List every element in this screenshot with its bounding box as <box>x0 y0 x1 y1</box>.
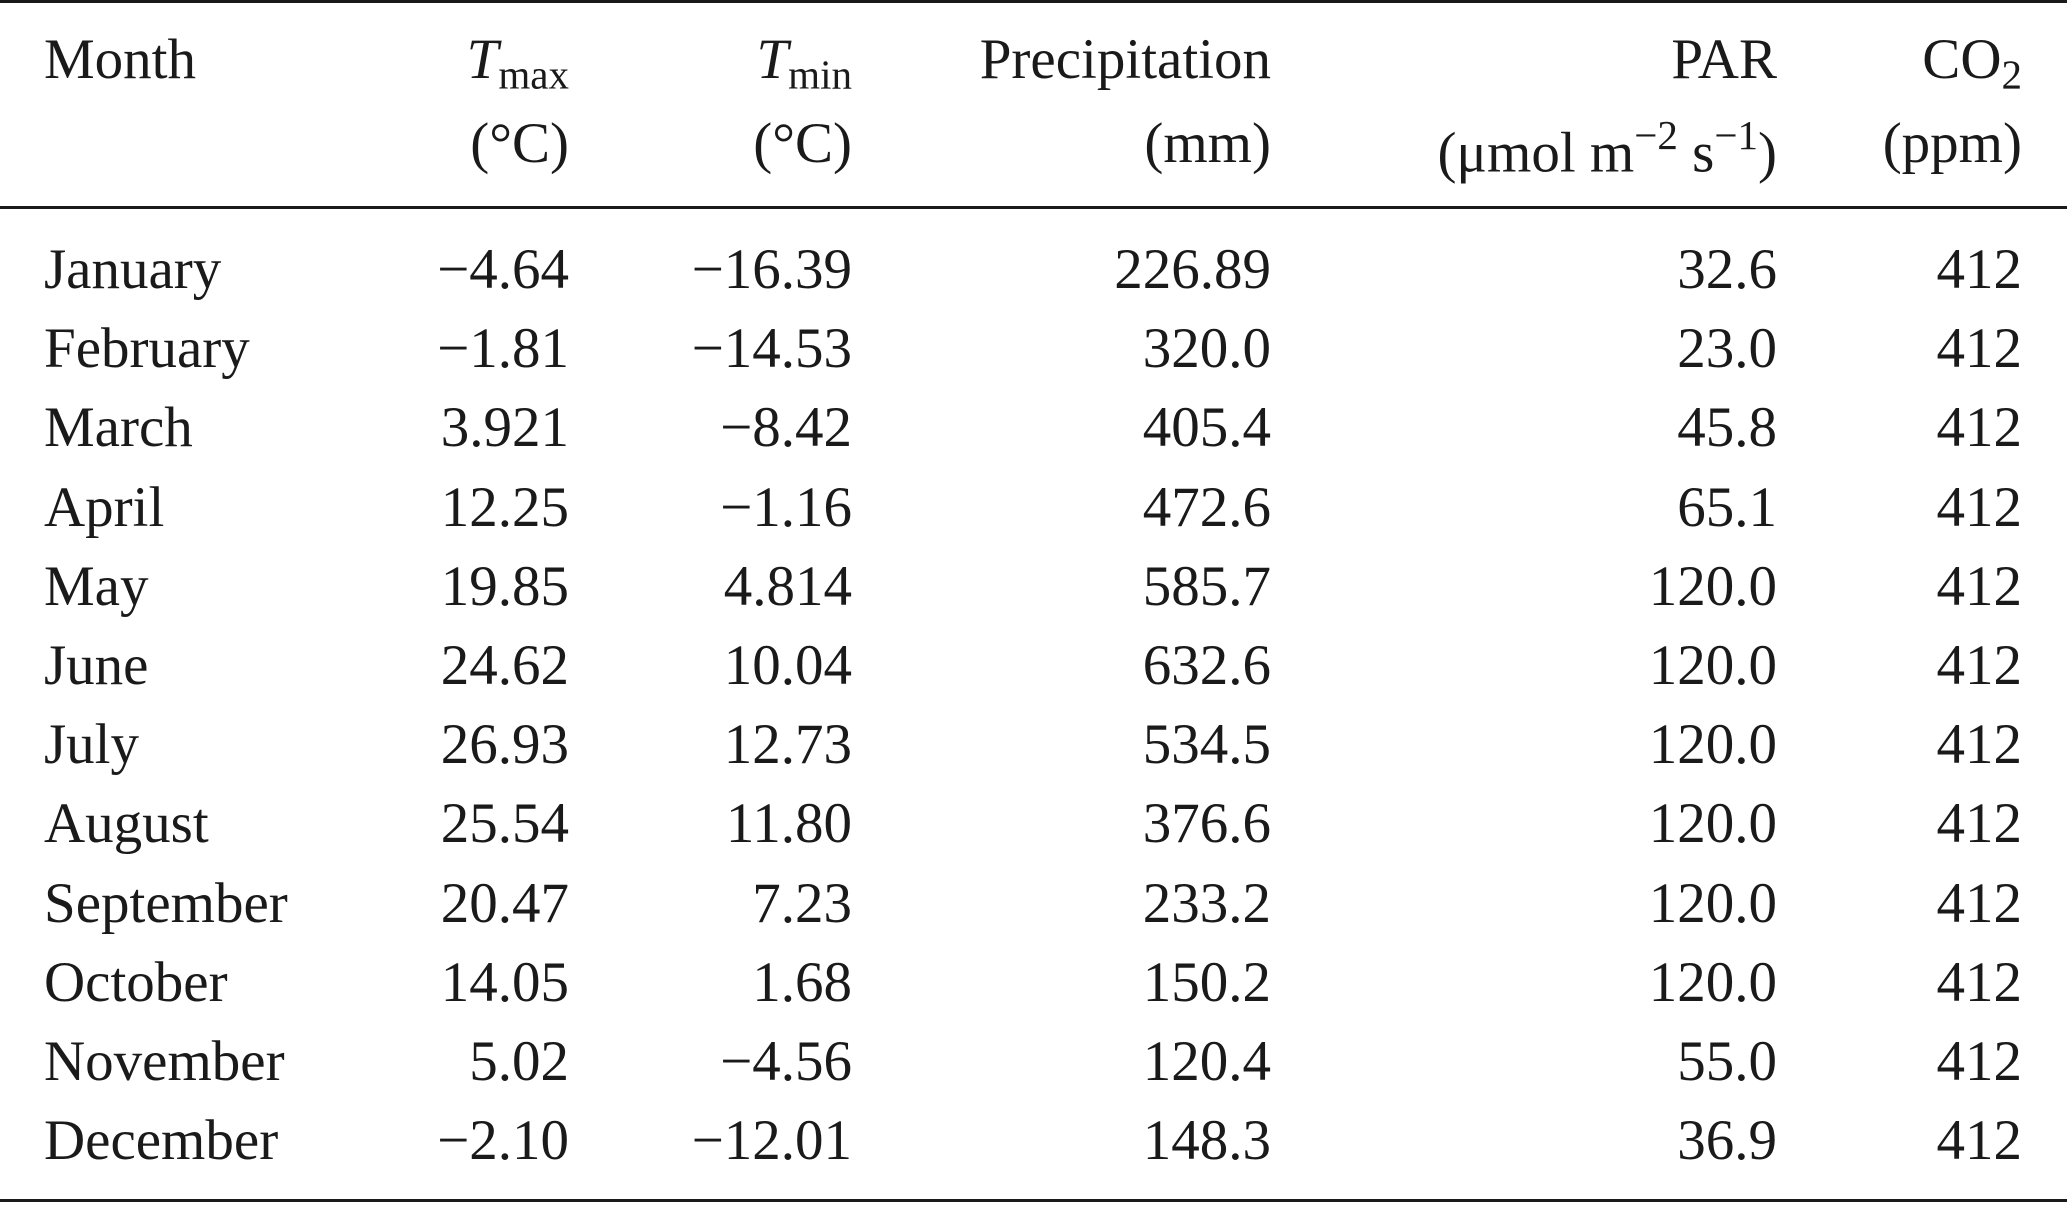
header-co2-sub: 2 <box>2001 51 2022 98</box>
cell-co2: 412 <box>1936 713 2023 776</box>
cell-precipitation: 148.3 <box>1142 1109 1271 1172</box>
cell-month: March <box>44 396 193 459</box>
cell-co2: 412 <box>1936 555 2023 618</box>
header-co2: CO2 <box>1922 31 2022 95</box>
cell-precipitation: 320.0 <box>1142 317 1271 380</box>
cell-tmin: −8.42 <box>720 396 852 459</box>
cell-precipitation: 150.2 <box>1142 951 1271 1014</box>
header-tmax-unit: (°C) <box>470 112 569 175</box>
header-precipitation-unit: (mm) <box>1144 112 1271 175</box>
cell-co2: 412 <box>1936 238 2023 301</box>
cell-tmin: 1.68 <box>752 951 852 1014</box>
cell-tmax: 26.93 <box>440 713 569 776</box>
par-unit-sup1: −2 <box>1634 112 1678 158</box>
cell-co2: 412 <box>1936 396 2023 459</box>
cell-co2: 412 <box>1936 1109 2023 1172</box>
header-month: Month <box>44 28 197 91</box>
cell-tmax: −1.81 <box>437 317 569 380</box>
cell-par: 120.0 <box>1648 951 1777 1014</box>
cell-co2: 412 <box>1936 872 2023 935</box>
cell-month: November <box>44 1030 285 1093</box>
cell-month: April <box>44 476 165 539</box>
cell-precipitation: 632.6 <box>1142 634 1271 697</box>
cell-tmin: −4.56 <box>720 1030 852 1093</box>
cell-precipitation: 472.6 <box>1142 476 1271 539</box>
par-unit-c: ) <box>1758 121 1777 185</box>
cell-par: 120.0 <box>1648 792 1777 855</box>
cell-month: October <box>44 951 228 1014</box>
cell-tmin: −14.53 <box>691 317 852 380</box>
cell-month: July <box>44 713 140 776</box>
bottom-rule <box>0 1199 2067 1202</box>
cell-precipitation: 226.89 <box>1114 238 1271 301</box>
cell-par: 32.6 <box>1677 238 1777 301</box>
header-precipitation: Precipitation <box>979 28 1271 91</box>
cell-tmax: 19.85 <box>440 555 569 618</box>
cell-par: 65.1 <box>1677 476 1777 539</box>
header-tmax-sub: max <box>498 51 569 98</box>
cell-co2: 412 <box>1936 792 2023 855</box>
cell-tmin: 4.814 <box>723 555 852 618</box>
cell-co2: 412 <box>1936 476 2023 539</box>
cell-tmin: 7.23 <box>752 872 852 935</box>
cell-tmax: −4.64 <box>437 238 569 301</box>
header-tmax-symbol: T <box>466 28 499 91</box>
top-rule <box>0 0 2067 3</box>
cell-precipitation: 376.6 <box>1142 792 1271 855</box>
cell-tmax: 20.47 <box>440 872 569 935</box>
cell-tmax: 14.05 <box>440 951 569 1014</box>
cell-par: 36.9 <box>1677 1109 1777 1172</box>
header-par: PAR <box>1671 28 1777 91</box>
header-co2-label: CO <box>1922 28 2002 91</box>
par-unit-b: s <box>1677 121 1715 185</box>
cell-co2: 412 <box>1936 317 2023 380</box>
cell-month: January <box>44 238 222 301</box>
cell-par: 120.0 <box>1648 634 1777 697</box>
header-tmin-symbol: T <box>756 28 789 91</box>
cell-co2: 412 <box>1936 634 2023 697</box>
cell-precipitation: 120.4 <box>1142 1030 1271 1093</box>
cell-tmin: −1.16 <box>720 476 852 539</box>
cell-tmin: 10.04 <box>723 634 852 697</box>
cell-precipitation: 405.4 <box>1142 396 1271 459</box>
header-tmin-sub: min <box>788 51 852 98</box>
cell-precipitation: 534.5 <box>1142 713 1271 776</box>
cell-par: 45.8 <box>1677 396 1777 459</box>
header-rule <box>0 206 2067 209</box>
cell-tmin: −12.01 <box>691 1109 852 1172</box>
cell-month: September <box>44 872 288 935</box>
cell-month: May <box>44 555 149 618</box>
cell-tmax: 3.921 <box>440 396 569 459</box>
cell-tmin: 11.80 <box>725 792 852 855</box>
cell-tmin: −16.39 <box>691 238 852 301</box>
cell-month: June <box>44 634 149 697</box>
cell-month: December <box>44 1109 279 1172</box>
cell-par: 120.0 <box>1648 713 1777 776</box>
header-co2-unit: (ppm) <box>1882 112 2022 175</box>
cell-par: 55.0 <box>1677 1030 1777 1093</box>
cell-tmax: 5.02 <box>469 1030 569 1093</box>
cell-precipitation: 233.2 <box>1142 872 1271 935</box>
header-tmax: Tmax <box>467 31 569 95</box>
cell-tmax: 12.25 <box>440 476 569 539</box>
par-unit-sup2: −1 <box>1714 112 1759 158</box>
par-unit-a: (μmol m <box>1437 121 1635 185</box>
cell-co2: 412 <box>1936 1030 2023 1093</box>
cell-par: 120.0 <box>1648 555 1777 618</box>
cell-co2: 412 <box>1936 951 2023 1014</box>
cell-precipitation: 585.7 <box>1142 555 1271 618</box>
cell-month: February <box>44 317 250 380</box>
cell-tmax: 24.62 <box>440 634 569 697</box>
header-tmin-unit: (°C) <box>753 112 852 175</box>
cell-month: August <box>44 792 209 855</box>
cell-par: 120.0 <box>1648 872 1777 935</box>
cell-par: 23.0 <box>1677 317 1777 380</box>
cell-tmax: 25.54 <box>440 792 569 855</box>
cell-tmax: −2.10 <box>437 1109 569 1172</box>
cell-tmin: 12.73 <box>723 713 852 776</box>
header-par-unit: (μmol m−2 s−1) <box>1437 112 1777 185</box>
header-tmin: Tmin <box>756 31 852 95</box>
